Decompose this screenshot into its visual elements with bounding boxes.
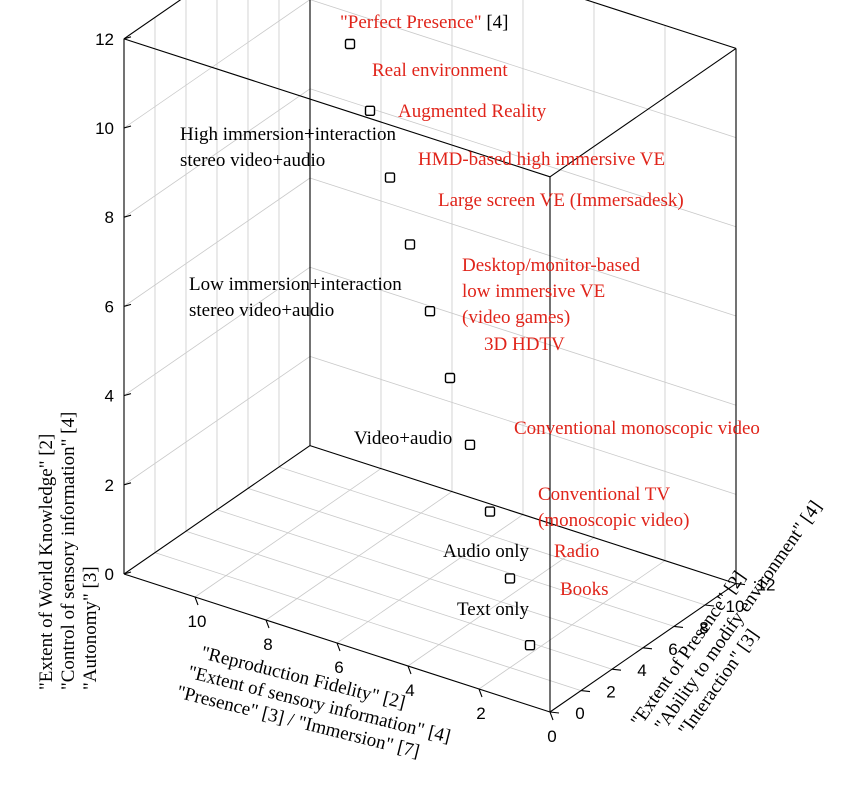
- data-point: [364, 105, 376, 117]
- annotation-audio-only: Audio only: [443, 541, 530, 562]
- y-tick-mark: [704, 604, 715, 607]
- data-point: [404, 239, 416, 250]
- z-tick-mark: [123, 36, 132, 40]
- top-annotation: "Perfect Presence" [4]: [340, 12, 509, 33]
- annotation-conventional-tv-line2: (monoscopic video): [538, 510, 689, 531]
- annotation-3d-hdtv: 3D HDTV: [484, 334, 565, 355]
- z-axis-title: "Extent of World Knowledge" [2] "Control…: [36, 412, 101, 690]
- annotation-low-immersion-line1: Low immersion+interaction: [189, 274, 402, 295]
- z-tick-label: 4: [105, 387, 114, 406]
- z-tick-mark: [123, 303, 132, 307]
- y-tick-label: 6: [668, 640, 677, 659]
- z-tick-label: 0: [105, 565, 114, 584]
- z-tick-mark: [123, 482, 132, 486]
- x-tick-label: 4: [405, 681, 414, 700]
- frame-edge: [549, 47, 737, 178]
- grid-lines: [123, 0, 737, 691]
- annotation-hmd-ve: HMD-based high immersive VE: [418, 149, 665, 170]
- frame-edge: [584, 0, 737, 49]
- y-tick-mark: [549, 711, 560, 714]
- data-point: [424, 306, 436, 317]
- x-tick-mark: [407, 665, 412, 675]
- x-tick-mark: [549, 711, 554, 721]
- y-tick-label: 8: [699, 618, 708, 637]
- annotation-high-immersion-line2: stereo video+audio: [180, 150, 325, 171]
- z-axis-title-line2: "Control of sensory information" [4]: [58, 412, 79, 690]
- y-tick-label: 2: [606, 683, 615, 702]
- x-tick-label: 6: [334, 658, 343, 677]
- x-tick-mark: [336, 642, 341, 652]
- top-annotation-text: "Perfect Presence": [340, 12, 482, 33]
- annotation-monoscopic-video: Conventional monoscopic video: [514, 418, 760, 439]
- x-tick-label: 0: [547, 727, 556, 746]
- x-axis-title: "Reproduction Fidelity" [2] "Extent of s…: [175, 642, 453, 762]
- z-tick-label: 8: [105, 208, 114, 227]
- data-point: [444, 372, 456, 384]
- annotation-text-only: Text only: [457, 599, 530, 620]
- floor-grid-line: [194, 468, 382, 598]
- annotation-books: Books: [560, 579, 609, 600]
- top-annotation-ref: [4]: [482, 12, 509, 33]
- frame-edge: [123, 38, 551, 178]
- y-tick-mark: [642, 647, 653, 650]
- y-tick-mark: [735, 583, 746, 586]
- data-points: [344, 38, 536, 651]
- annotation-high-immersion-line1: High immersion+interaction: [180, 124, 396, 145]
- data-point: [344, 38, 356, 50]
- x-tick-mark: [194, 596, 199, 606]
- z-tick-label: 12: [95, 30, 114, 49]
- annotation-desktop-ve-line3: (video games): [462, 307, 570, 328]
- x-tick-mark: [478, 688, 483, 698]
- annotation-desktop-ve-line2: low immersive VE: [462, 281, 605, 302]
- z-tick-mark: [123, 393, 132, 397]
- data-point: [524, 640, 536, 651]
- annotation-low-immersion-line2: stereo video+audio: [189, 300, 334, 321]
- data-point: [504, 573, 516, 584]
- y-tick-mark: [611, 668, 622, 671]
- x-tick-label: 2: [476, 704, 485, 723]
- x-tick-label: 10: [188, 612, 207, 631]
- x-tick-mark: [265, 619, 270, 629]
- z-tick-label: 2: [105, 476, 114, 495]
- annotation-large-screen-ve: Large screen VE (Immersadesk): [438, 190, 684, 211]
- z-tick-mark: [123, 125, 132, 129]
- side-wall-grid-line: [123, 0, 311, 129]
- y-tick-label: 4: [637, 661, 646, 680]
- annotation-desktop-ve-line1: Desktop/monitor-based: [462, 255, 640, 276]
- annotation-real-environment: Real environment: [372, 60, 508, 81]
- data-point: [384, 172, 396, 183]
- data-point: [484, 506, 496, 517]
- frame-edge: [309, 445, 737, 585]
- back-wall-grid-line: [309, 0, 737, 138]
- annotation-augmented-reality: Augmented Reality: [398, 101, 547, 122]
- z-tick-mark: [123, 571, 132, 575]
- z-tick-label: 6: [105, 297, 114, 316]
- x-tick-label: 8: [263, 635, 272, 654]
- z-axis-title-line3: "Autonomy" [3]: [80, 566, 101, 690]
- y-tick-mark: [580, 690, 591, 693]
- z-tick-mark: [123, 214, 132, 218]
- floor-grid-line: [278, 466, 706, 606]
- frame-edge: [123, 445, 311, 575]
- data-point: [464, 439, 476, 450]
- annotation-radio: Radio: [554, 541, 599, 562]
- y-tick-label: 0: [575, 704, 584, 723]
- tick-labels: 0 2 4 6 8 10 12 0 2 4 6 8 10 0 2 4 6 8 10 12: [95, 30, 775, 746]
- frame-edge: [123, 0, 182, 40]
- annotation-video-audio: Video+audio: [354, 428, 452, 449]
- y-tick-label: 12: [757, 576, 776, 595]
- y-tick-mark: [673, 625, 684, 628]
- y-axis-title-line2: "Ability to modify environment" [4]: [651, 497, 827, 735]
- y-tick-label: 10: [726, 597, 745, 616]
- floor-grid-line: [265, 491, 453, 621]
- annotation-conventional-tv-line1: Conventional TV: [538, 484, 670, 505]
- z-tick-label: 10: [95, 119, 114, 138]
- z-axis-title-line1: "Extent of World Knowledge" [2]: [36, 434, 57, 690]
